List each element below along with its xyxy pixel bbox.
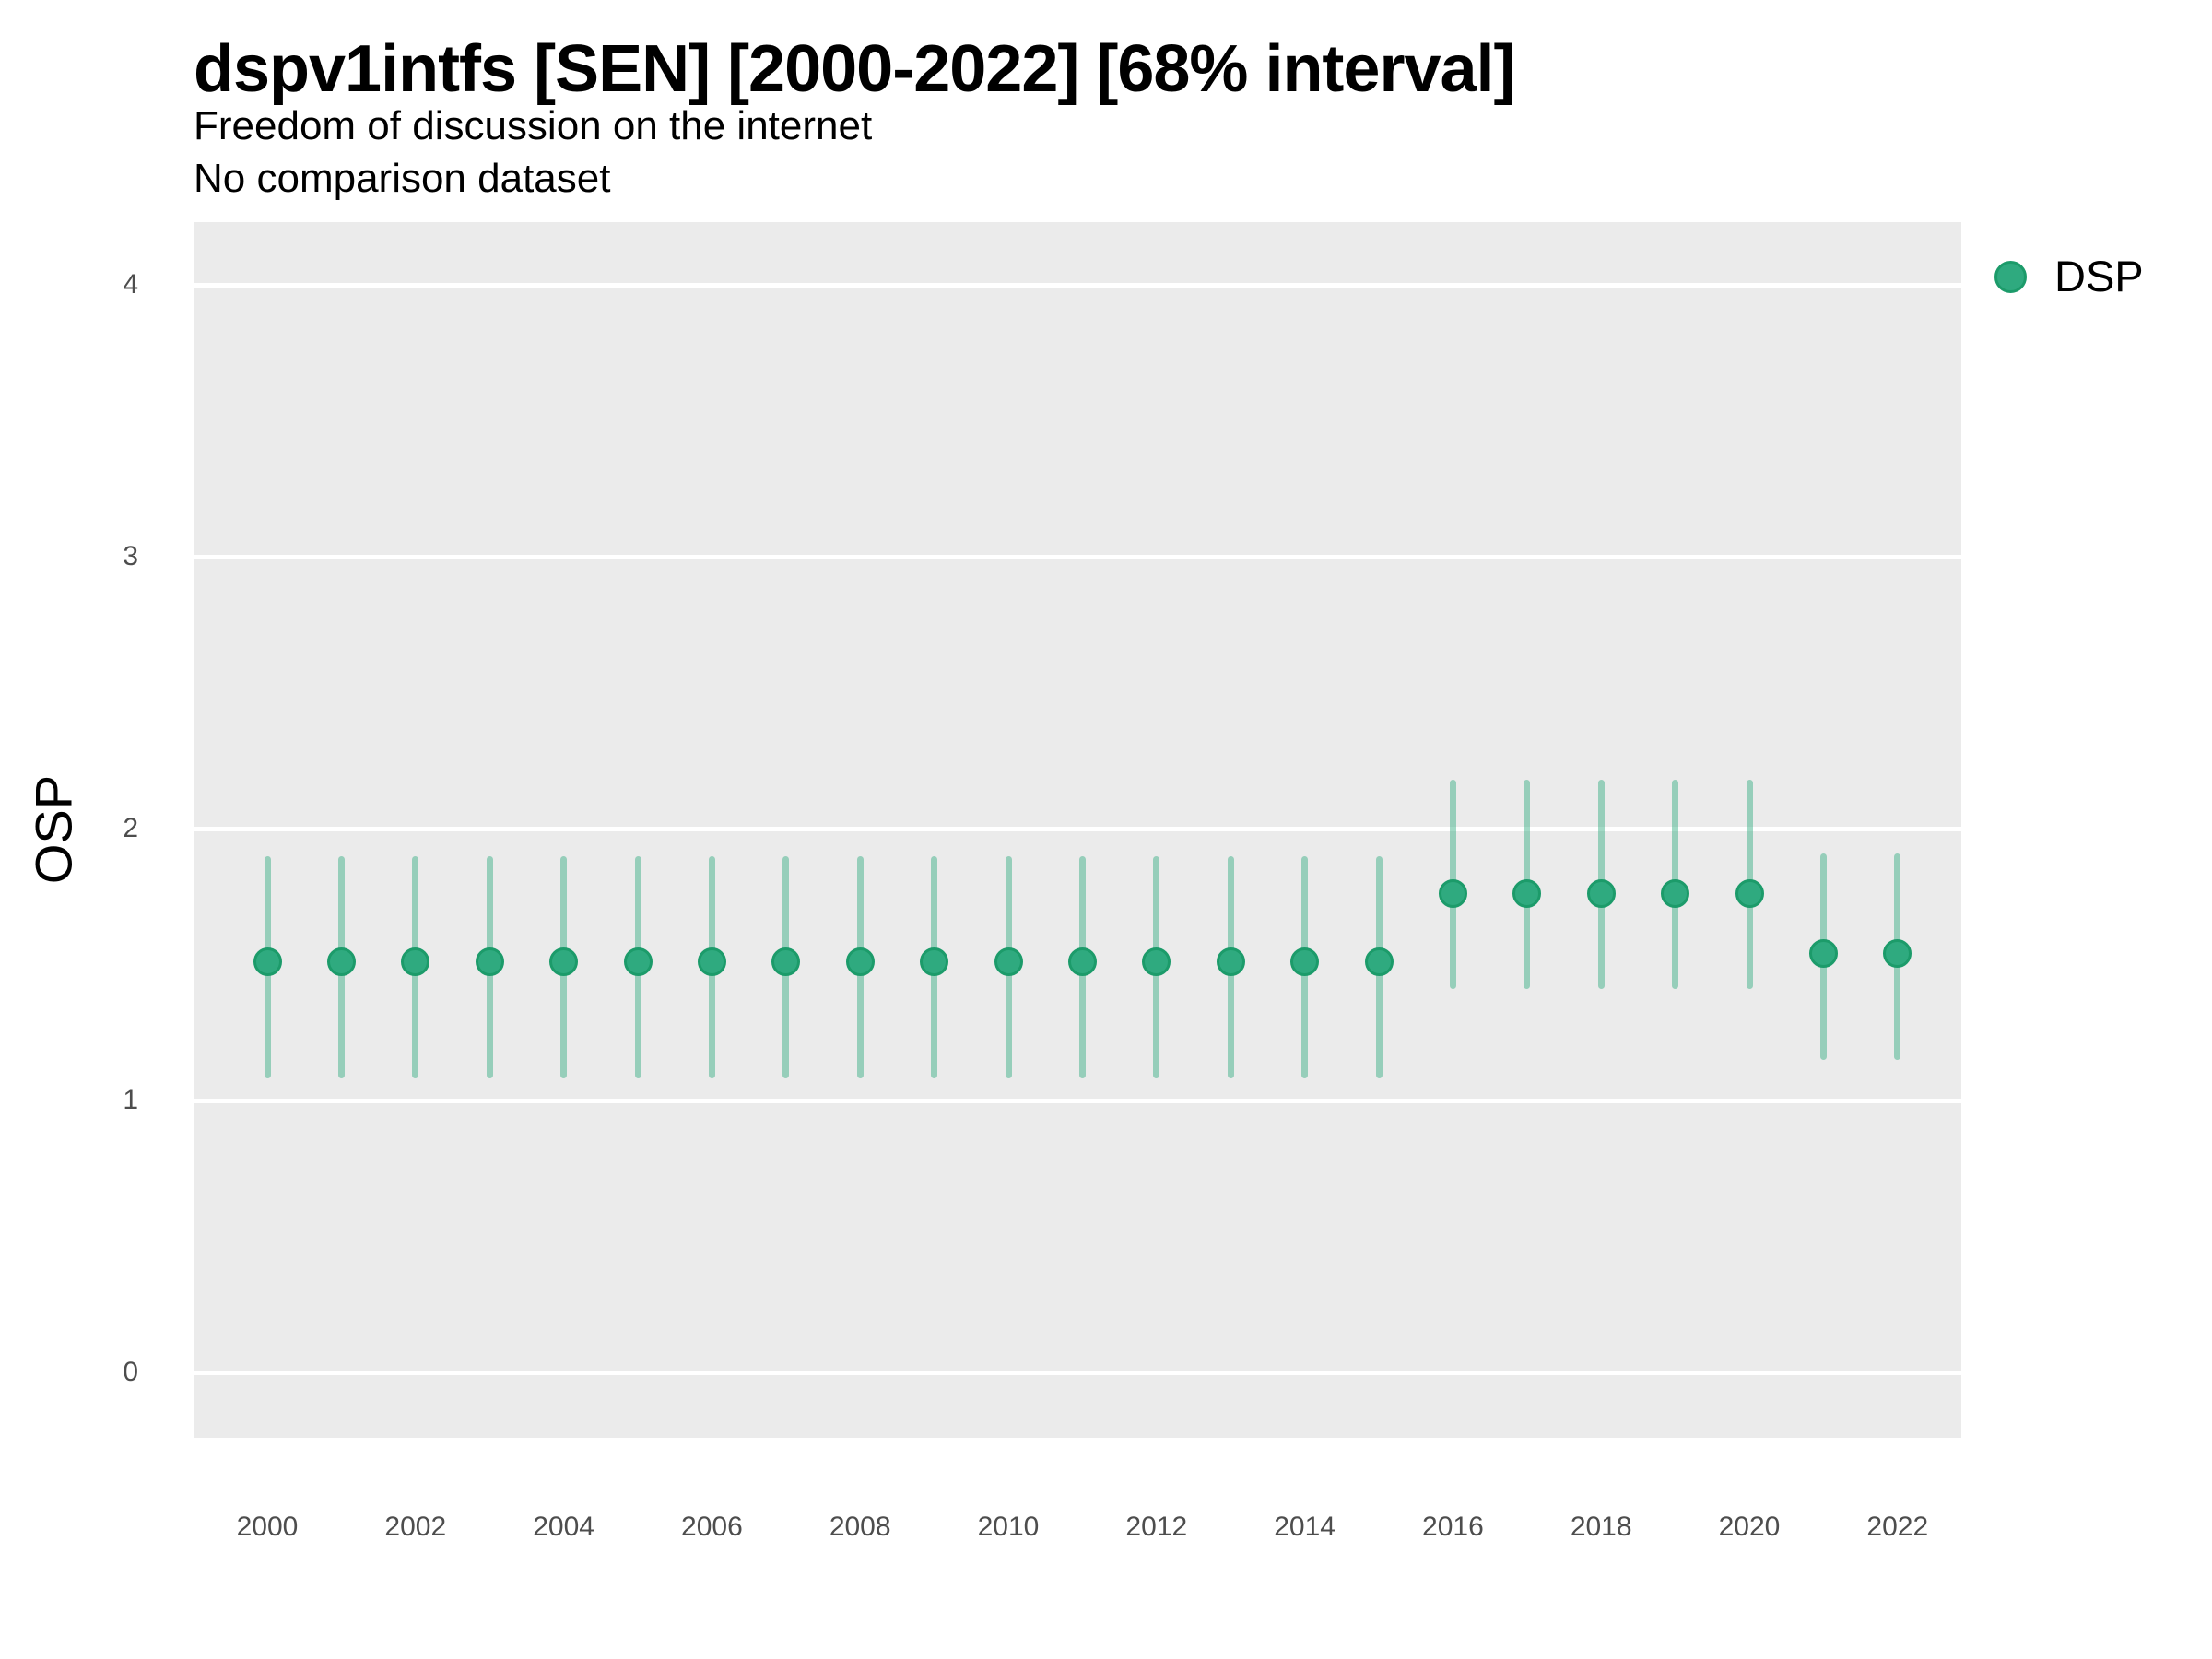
x-tick-label: 2018 (1570, 1512, 1632, 1542)
data-point (1808, 939, 1838, 969)
data-point (1290, 947, 1320, 977)
x-tick-label: 2004 (533, 1512, 594, 1542)
data-point (771, 947, 801, 977)
data-point (920, 947, 949, 977)
data-point (401, 947, 430, 977)
x-tick-label: 2008 (829, 1512, 891, 1542)
gridline (194, 554, 1961, 559)
data-point (1586, 879, 1616, 909)
gridline (194, 826, 1961, 831)
data-point (326, 947, 356, 977)
chart-subtitle-description: Freedom of discussion on the internet (194, 103, 873, 148)
x-tick-label: 2006 (681, 1512, 743, 1542)
plot-panel (194, 222, 1961, 1438)
chart-title: dspv1intfs [SEN] [2000-2022] [68% interv… (194, 32, 1516, 106)
data-point (1216, 947, 1245, 977)
data-point (1364, 947, 1394, 977)
data-point (845, 947, 875, 977)
legend-key-dot (1994, 261, 2027, 293)
x-tick-label: 2014 (1274, 1512, 1335, 1542)
x-tick-label: 2022 (1866, 1512, 1929, 1542)
chart-subtitle-block: Freedom of discussion on the internet No… (194, 100, 872, 205)
data-point (697, 947, 726, 977)
data-point (1142, 947, 1171, 977)
data-point (1883, 939, 1912, 969)
y-tick-label: 3 (123, 541, 138, 571)
gridline (194, 1098, 1961, 1103)
gridline (194, 282, 1961, 288)
gridline (194, 1370, 1961, 1375)
y-tick-label: 4 (123, 269, 138, 300)
data-point (994, 947, 1023, 977)
data-point (1067, 947, 1097, 977)
data-point (549, 947, 579, 977)
y-tick-label: 0 (123, 1357, 138, 1387)
chart-subtitle-comparison: No comparison dataset (194, 156, 611, 201)
data-point (475, 947, 504, 977)
x-tick-label: 2002 (384, 1512, 447, 1542)
data-point (1661, 879, 1690, 909)
x-tick-label: 2016 (1422, 1512, 1484, 1542)
y-tick-label: 2 (123, 813, 138, 843)
x-tick-label: 2020 (1718, 1512, 1781, 1542)
data-point (1438, 879, 1467, 909)
data-point (623, 947, 653, 977)
legend-label: DSP (2054, 252, 2144, 300)
x-tick-label: 2012 (1125, 1512, 1188, 1542)
x-tick-label: 2010 (977, 1512, 1040, 1542)
y-tick-label: 1 (123, 1085, 138, 1115)
data-point (1735, 879, 1764, 909)
data-point (1512, 879, 1542, 909)
data-point (253, 947, 282, 977)
x-tick-label: 2000 (236, 1512, 299, 1542)
